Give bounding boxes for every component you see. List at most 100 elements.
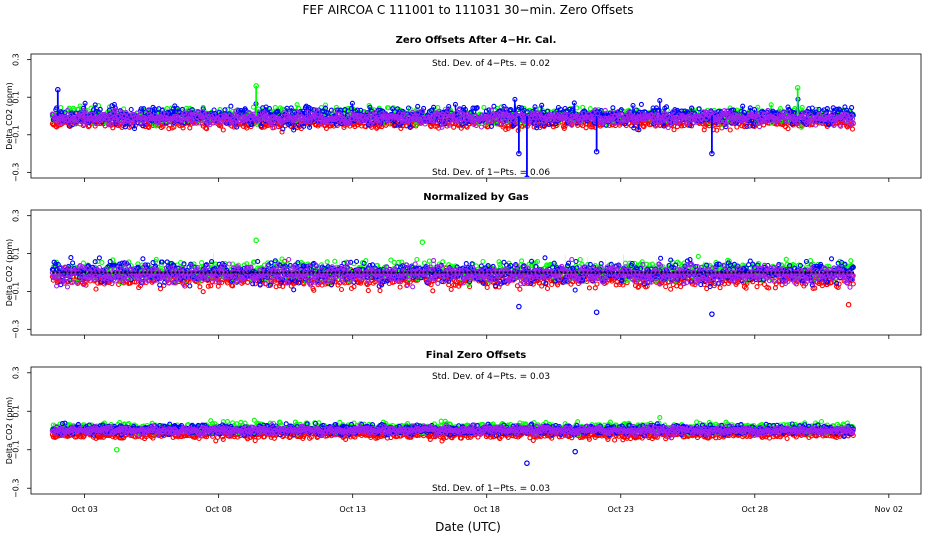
- data-point: [730, 107, 737, 113]
- data-point: [418, 119, 424, 125]
- data-point: [415, 103, 421, 109]
- data-point: [420, 108, 426, 114]
- data-point: [160, 123, 166, 129]
- data-point: [762, 112, 768, 118]
- data-point: [415, 110, 421, 116]
- data-point: [146, 124, 152, 130]
- data-point: [441, 119, 447, 126]
- data-point: [208, 283, 214, 289]
- data-point: [602, 107, 608, 113]
- data-point: [761, 122, 767, 128]
- data-point: [516, 150, 522, 157]
- data-point: [809, 105, 815, 111]
- data-point: [143, 119, 149, 126]
- data-point: [392, 122, 398, 128]
- data-point: [85, 119, 91, 125]
- data-point: [786, 109, 792, 115]
- series-gas_4: [49, 107, 856, 131]
- data-point: [849, 126, 856, 132]
- panel-title: Normalized by Gas: [423, 192, 529, 203]
- data-point: [849, 113, 855, 119]
- data-point: [445, 107, 451, 113]
- data-point: [637, 116, 644, 122]
- data-point: [121, 114, 127, 120]
- data-point: [812, 119, 818, 125]
- data-point: [653, 105, 659, 111]
- data-point: [488, 118, 494, 124]
- data-point: [537, 111, 543, 117]
- data-point: [486, 107, 492, 113]
- data-point: [569, 122, 575, 128]
- data-point: [120, 119, 126, 125]
- data-point: [106, 122, 112, 128]
- data-point: [849, 105, 855, 111]
- data-point: [279, 129, 285, 135]
- data-point: [345, 108, 351, 114]
- data-point: [101, 111, 107, 117]
- data-point: [200, 289, 206, 295]
- data-point: [280, 283, 286, 289]
- data-point: [684, 121, 690, 127]
- data-point: [524, 175, 530, 177]
- data-point: [849, 116, 856, 122]
- data-point: [288, 105, 294, 111]
- data-point: [359, 113, 365, 119]
- data-point: [145, 124, 151, 130]
- data-point: [199, 109, 205, 115]
- data-point: [744, 123, 750, 130]
- panel-title: Zero Offsets After 4−Hr. Cal.: [396, 35, 557, 46]
- data-point: [198, 113, 204, 119]
- data-point: [371, 112, 377, 118]
- data-point: [481, 104, 487, 110]
- data-point: [234, 124, 240, 130]
- data-point: [294, 109, 300, 115]
- data-point: [90, 111, 96, 117]
- data-point: [452, 117, 458, 123]
- data-point: [73, 121, 79, 127]
- data-point: [689, 105, 695, 111]
- data-point: [224, 107, 231, 113]
- data-point: [655, 113, 661, 119]
- data-point: [230, 283, 236, 289]
- data-point: [527, 118, 533, 124]
- data-point: [500, 115, 506, 121]
- data-point: [348, 106, 355, 112]
- data-point: [653, 122, 659, 128]
- data-point: [456, 107, 462, 113]
- plot-frame: [30, 209, 922, 336]
- data-point: [574, 105, 580, 111]
- data-point: [587, 106, 593, 112]
- y-tick-label: 0.1: [12, 91, 21, 104]
- data-point: [505, 125, 511, 132]
- data-point: [66, 120, 72, 126]
- data-point: [219, 279, 225, 286]
- data-point: [794, 85, 801, 91]
- data-point: [670, 108, 676, 114]
- data-point: [638, 101, 644, 107]
- data-point: [630, 113, 636, 119]
- data-point: [634, 119, 640, 125]
- data-point: [296, 122, 302, 128]
- data-point: [659, 117, 665, 123]
- y-tick-label: −0.1: [12, 282, 21, 301]
- data-point: [491, 103, 497, 109]
- data-point: [130, 119, 136, 125]
- y-tick-label: −0.1: [12, 125, 21, 144]
- data-point: [772, 112, 778, 119]
- data-point: [123, 110, 129, 116]
- data-point: [50, 112, 56, 118]
- data-point: [297, 111, 303, 117]
- data-point: [200, 106, 206, 112]
- data-point: [280, 126, 286, 132]
- data-point: [405, 105, 412, 111]
- data-point: [259, 116, 265, 122]
- data-point: [106, 110, 112, 116]
- data-point: [233, 108, 239, 114]
- data-point: [592, 107, 598, 113]
- data-point: [568, 117, 574, 123]
- data-point: [367, 104, 373, 110]
- data-point: [108, 121, 114, 127]
- data-point: [334, 107, 340, 113]
- data-point: [220, 127, 226, 133]
- data-point: [400, 111, 407, 117]
